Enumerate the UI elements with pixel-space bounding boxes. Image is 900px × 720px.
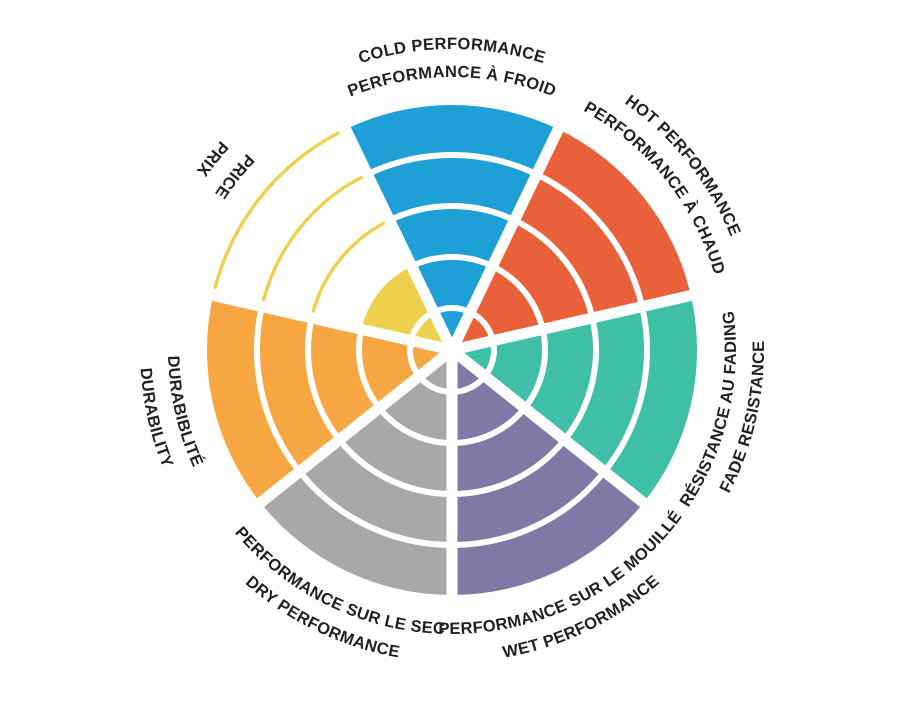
ring-divider [453, 471, 606, 548]
empty-ring-outline [261, 175, 364, 302]
ring-divider [298, 471, 451, 548]
ring-divider [367, 152, 537, 177]
ring-divider [377, 406, 452, 446]
wedge-wet-performance [452, 350, 644, 595]
wedge-fill-fade-resistance [452, 295, 698, 503]
wedge-dry-performance [260, 350, 452, 595]
ring-divider [536, 172, 645, 306]
label-text: PERFORMANCE À FROID [345, 63, 558, 100]
wedge-separator [448, 345, 658, 516]
wedge-hot-performance [452, 129, 691, 350]
wedge-separator [334, 114, 457, 353]
wedge-separator [450, 287, 706, 356]
ring-divider [254, 307, 301, 473]
wedge-separator [198, 287, 454, 356]
empty-ring-outline [213, 131, 340, 289]
ring-divider [337, 438, 451, 497]
separators-layer [198, 114, 706, 609]
wedge-fill-cold-performance [345, 104, 559, 350]
wedge-cold-performance [345, 104, 559, 350]
ring-divider [356, 329, 382, 410]
ring-divider [562, 318, 599, 441]
wedge-fill-dry-performance [260, 350, 452, 595]
wedge-separator [446, 350, 458, 609]
wedge-separator [447, 114, 570, 353]
label-cold-performance-line1: COLD PERFORMANCE [356, 35, 547, 67]
ring-divider [491, 263, 546, 330]
ring-divider [389, 203, 515, 223]
wedge-separator [246, 345, 456, 516]
ring-divider [453, 438, 567, 497]
ring-divider [452, 406, 527, 446]
label-cold-performance-line2: PERFORMANCE À FROID [345, 63, 558, 100]
label-text: COLD PERFORMANCE [356, 35, 547, 67]
ring-divider [411, 254, 493, 269]
wedge-fill-durability [206, 295, 452, 503]
ring-divider [514, 218, 596, 318]
wedges-layer [206, 104, 698, 595]
empty-ring-outline [311, 220, 387, 315]
ring-divider [305, 318, 342, 441]
wedge-durability [206, 295, 452, 503]
wedge-fill-hot-performance [452, 129, 691, 350]
wedge-fill-wet-performance [452, 350, 644, 595]
ring-divider [603, 307, 650, 473]
ring-divider [522, 329, 548, 410]
